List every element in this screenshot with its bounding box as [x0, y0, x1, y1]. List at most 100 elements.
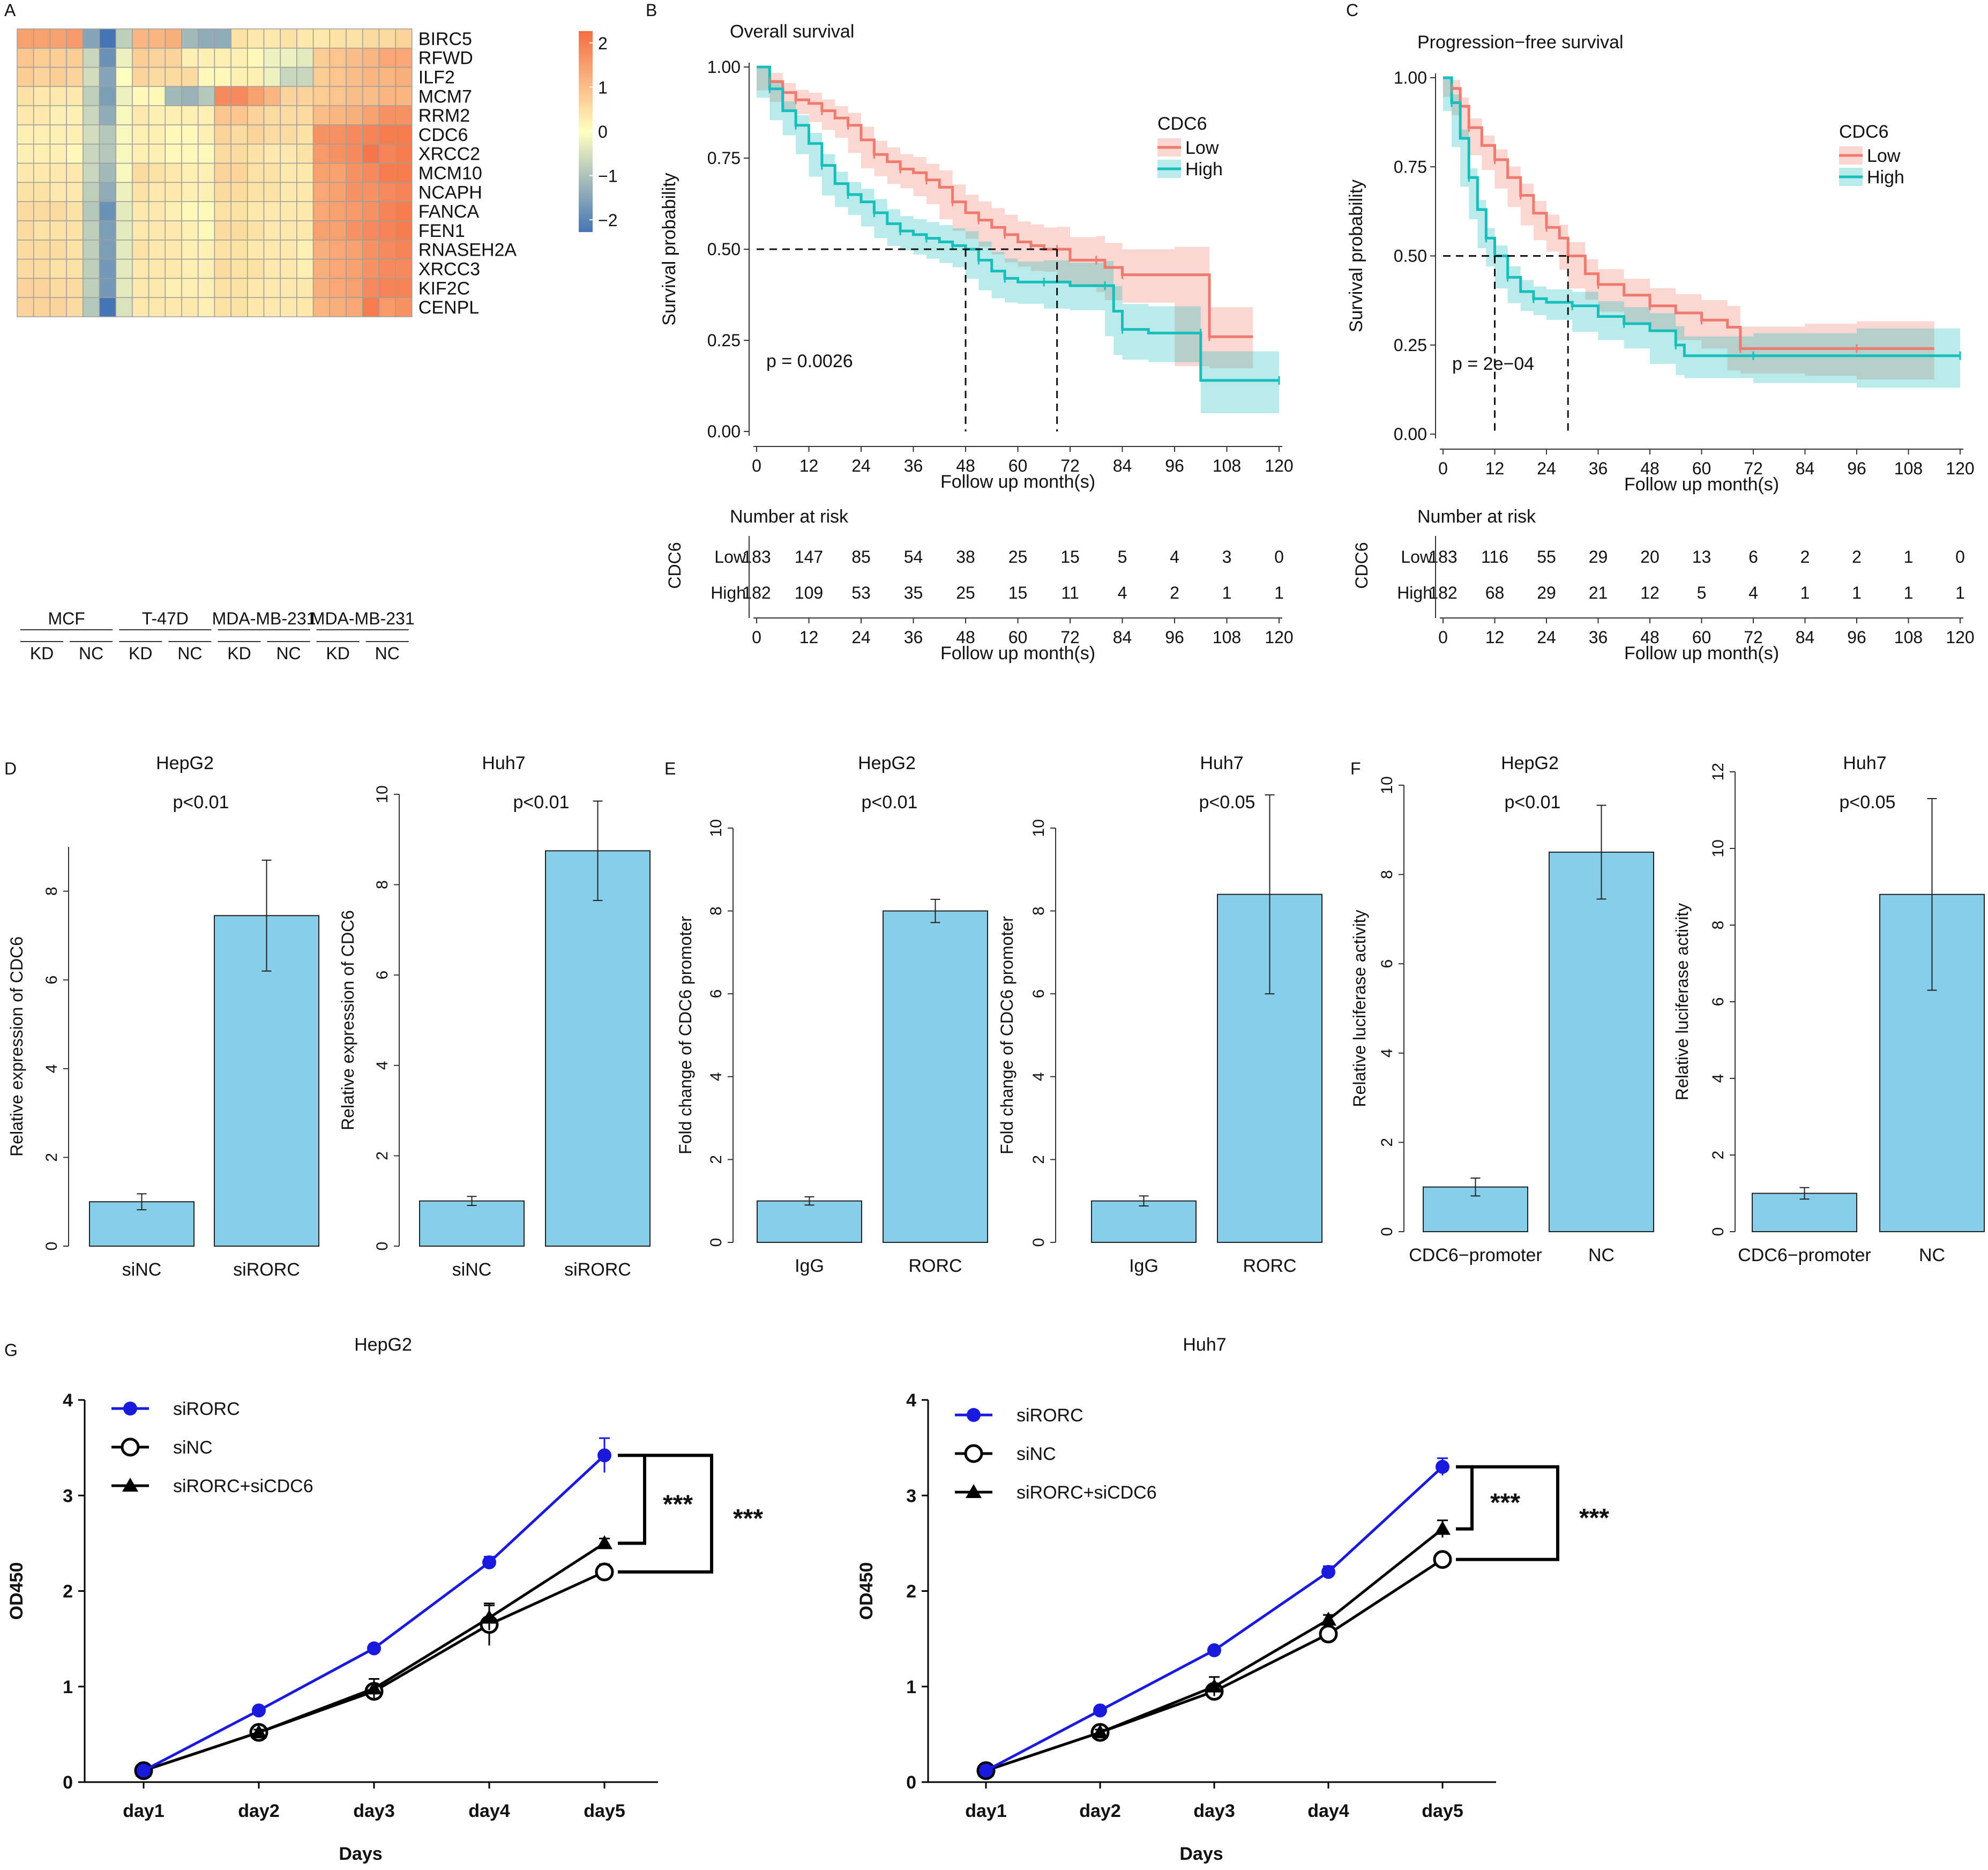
risk-low-count: 15	[1060, 547, 1080, 567]
risk-high-count: 182	[742, 583, 771, 602]
gene-label: XRCC2	[418, 144, 480, 165]
risk-low-count: 13	[1692, 547, 1712, 567]
risk-x-tick-label: 24	[851, 628, 871, 647]
heatmap-cell	[346, 258, 363, 279]
inner-significance-bracket	[1456, 1465, 1474, 1531]
heatmap-cell	[181, 201, 199, 221]
bar-chart-p-value: p<0.01	[173, 792, 229, 813]
heatmap-cell	[312, 86, 331, 106]
risk-low-count: 25	[1008, 547, 1028, 567]
heatmap-cell	[280, 66, 297, 87]
heatmap-cell	[49, 201, 67, 221]
x-tick-label: 120	[1946, 459, 1974, 478]
heatmap-cell	[214, 86, 231, 106]
heatmap-cell	[33, 258, 51, 279]
heatmap-cell	[49, 258, 67, 279]
heatmap-cell	[83, 182, 100, 202]
risk-table-title: Number at risk	[730, 506, 849, 527]
risk-high-count: 12	[1640, 583, 1660, 602]
risk-low-count: 1	[1904, 547, 1914, 567]
heatmap-cell	[115, 201, 133, 221]
low-confidence-band	[757, 67, 1253, 369]
growth-x-tick-label: day1	[123, 1801, 165, 1821]
heatmap-cell	[263, 258, 281, 279]
legend-sirorc-label: siRORC	[173, 1399, 240, 1419]
bar-category-label: siNC	[122, 1260, 162, 1280]
panel-label-g: G	[4, 1340, 18, 1360]
heatmap-cell	[49, 86, 67, 106]
heatmap-cell	[263, 144, 281, 164]
survival-title: Progression−free survival	[1417, 32, 1624, 53]
heatmap-cell	[33, 105, 51, 125]
heatmap-cell	[312, 201, 331, 221]
heatmap-cell	[378, 66, 396, 87]
risk-low-count: 183	[742, 547, 771, 567]
y-tick-label: 0.00	[1394, 424, 1427, 444]
risk-x-tick-label: 12	[799, 628, 819, 647]
risk-low-count: 2	[1852, 547, 1862, 567]
bar-chart-y-tick-label: 0	[373, 1242, 391, 1251]
heatmap-cell	[66, 258, 84, 279]
heatmap-cell	[378, 220, 396, 241]
legend-sinc-marker	[121, 1437, 140, 1457]
growth-line-sirorc-sicdc6	[143, 1542, 606, 1772]
heatmap-cell	[395, 66, 413, 87]
bar-chart-y-tick-label: 2	[707, 1155, 725, 1164]
sirorc-sicdc6-point	[1434, 1521, 1451, 1535]
heatmap-cell	[230, 162, 248, 183]
bar-chart-y-tick-label: 0	[707, 1238, 725, 1247]
growth-x-tick-label: day3	[353, 1801, 395, 1821]
gene-label: KIF2C	[418, 278, 470, 299]
heatmap-cell	[197, 162, 215, 183]
control-bar	[1091, 1200, 1197, 1243]
bar-chart-y-label: Relative luciferase activity	[1350, 910, 1369, 1107]
legend-high-label: High	[1185, 159, 1223, 180]
risk-high-count: 1	[1800, 583, 1810, 602]
heatmap-cell	[148, 66, 166, 87]
heatmap-cell	[378, 182, 396, 202]
heatmap-cell	[296, 124, 314, 145]
heatmap-cell	[181, 220, 199, 241]
legend-sirorc-marker	[123, 1402, 137, 1415]
heatmap-cell	[362, 86, 380, 106]
gene-label: RNASEH2A	[418, 240, 517, 260]
heatmap-cell	[181, 48, 199, 68]
heatmap-cell	[165, 48, 182, 68]
bar-chart-y-tick-label: 10	[373, 785, 391, 803]
x-tick-label: 120	[1265, 456, 1293, 475]
gene-label: FEN1	[418, 221, 465, 241]
heatmap-cell	[263, 297, 281, 317]
heatmap-cell	[362, 240, 380, 260]
heatmap-cell	[165, 162, 182, 183]
heatmap-cell	[378, 124, 396, 145]
heatmap-cell	[49, 278, 67, 298]
bar-chart-y-tick-label: 0	[43, 1242, 61, 1251]
heatmap-cell	[99, 278, 116, 298]
heatmap-cell	[395, 297, 413, 317]
panel-label-a: A	[4, 1, 16, 20]
bar-chart-y-tick-label: 10	[1030, 819, 1048, 837]
heatmap-panel: BIRC5RFWDILF2MCM7RRM2CDC6XRCC2MCM10NCAPH…	[17, 28, 617, 663]
risk-low-count: 147	[795, 547, 823, 567]
bar-category-label: NC	[1588, 1245, 1615, 1265]
heatmap-cell	[280, 86, 297, 106]
legend-sinc-label: siNC	[173, 1437, 213, 1458]
risk-high-count: 35	[904, 583, 923, 602]
sirorc-point	[597, 1448, 611, 1463]
panel-label-c: C	[1346, 1, 1358, 20]
heatmap-cell	[329, 162, 347, 183]
bar-chart-y-tick-label: 2	[1709, 1151, 1727, 1160]
x-tick-label: 84	[1113, 456, 1132, 475]
bar-chart-y-tick-label: 4	[43, 1064, 61, 1074]
heatmap-cell	[99, 48, 116, 68]
risk-x-tick-label: 60	[1692, 628, 1712, 647]
heatmap-cell	[33, 182, 51, 202]
risk-x-tick-label: 96	[1847, 628, 1866, 647]
risk-table-title: Number at risk	[1417, 506, 1536, 527]
heatmap-cell	[83, 105, 100, 125]
heatmap-cell	[280, 162, 297, 183]
heatmap-cell	[214, 258, 231, 279]
low-survival-curve	[1443, 76, 1934, 350]
growth-x-tick-label: day3	[1193, 1801, 1235, 1821]
bar-chart-y-tick-label: 2	[43, 1153, 61, 1162]
